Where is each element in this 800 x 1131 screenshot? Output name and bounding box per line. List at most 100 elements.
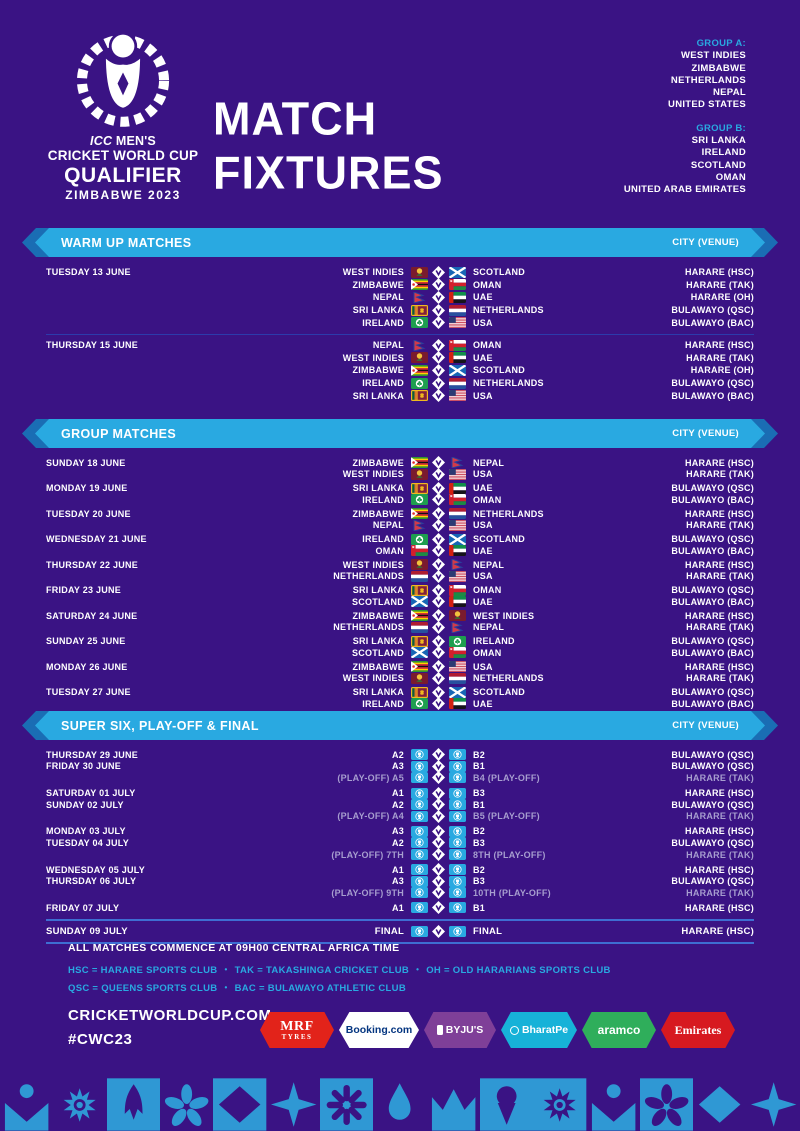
flag-usa — [449, 317, 466, 329]
flag-uae — [449, 545, 466, 557]
match-venue: HARARE (HSC) — [685, 864, 754, 875]
badge-trophy — [449, 760, 466, 772]
ribbon: SUPER SIX, PLAY-OFF & FINAL CITY (VENUE) — [35, 711, 765, 740]
match-row: FRIDAY 23 JUNE SRI LANKA OMAN BULAWAYO (QSC… — [46, 583, 754, 597]
flag-usa — [449, 661, 466, 673]
away-team: UAE — [473, 483, 493, 494]
legend-line: HSC = HARARE SPORTS CLUB • TAK = TAKASHING… — [68, 962, 611, 980]
match-venue: HARARE (HSC) — [685, 267, 754, 278]
match-venue: BULAWAYO (QSC) — [671, 761, 754, 772]
group-team: ZIMBABWE — [691, 62, 746, 74]
venue-legend: HSC = HARARE SPORTS CLUB • TAK = TAKASHING… — [68, 962, 611, 997]
vs-diamond-icon — [432, 824, 445, 838]
match-row: SUNDAY 09 JULY FINAL FINAL HARARE (HSC) — [46, 924, 754, 939]
flag-west-indies — [411, 468, 428, 480]
match-venue: BULAWAYO (QSC) — [671, 534, 754, 545]
home-team: ZIMBABWE — [352, 279, 404, 290]
match-row: SCOTLAND OMAN BULAWAYO (BAC) — [46, 646, 754, 660]
match-venue: BULAWAYO (QSC) — [671, 749, 754, 760]
match-row: WEST INDIES NETHERLANDS HARARE (TAK) — [46, 671, 754, 685]
badge-trophy — [411, 810, 428, 822]
home-team: IRELAND — [362, 317, 404, 328]
away-team: UAE — [473, 545, 493, 556]
group-team: UNITED STATES — [668, 99, 746, 111]
badge-trophy — [449, 902, 466, 914]
vs-diamond-icon — [432, 290, 445, 304]
section-super-six-play-off-final: SUPER SIX, PLAY-OFF & FINAL CITY (VENUE)… — [22, 711, 778, 944]
match-row: TUESDAY 27 JUNE SRI LANKA SCOTLAND BULAWAYO… — [46, 685, 754, 699]
vs-diamond-icon — [432, 609, 445, 623]
match-row: IRELAND OMAN BULAWAYO (BAC) — [46, 493, 754, 507]
match-row: IRELAND UAE BULAWAYO (BAC) — [46, 697, 754, 711]
match-venue: HARARE (HSC) — [685, 661, 754, 672]
page-title: MATCH FIXTURES — [213, 91, 444, 199]
vs-diamond-icon — [432, 660, 445, 674]
section-title: WARM UP MATCHES — [61, 235, 192, 250]
match-date: WEDNESDAY 21 JUNE — [46, 534, 147, 545]
home-team: ZIMBABWE — [352, 365, 404, 376]
match-venue: BULAWAYO (QSC) — [671, 799, 754, 810]
away-team: 8TH (PLAY-OFF) — [473, 849, 546, 860]
home-team: SCOTLAND — [352, 647, 404, 658]
match-venue: HARARE (TAK) — [686, 673, 754, 684]
match-date: MONDAY 26 JUNE — [46, 661, 128, 672]
flag-west-indies — [449, 610, 466, 622]
home-team: ZIMBABWE — [352, 610, 404, 621]
home-team: IRELAND — [362, 698, 404, 709]
flag-zimbabwe — [411, 457, 428, 469]
flag-zimbabwe — [411, 610, 428, 622]
home-team: SRI LANKA — [352, 390, 404, 401]
group-a: GROUP A: WEST INDIES ZIMBABWE NETHERLANDS NE… — [624, 38, 746, 112]
vs-diamond-icon — [432, 620, 445, 634]
flag-zimbabwe — [411, 508, 428, 520]
group-label: GROUP A: — [696, 38, 746, 49]
away-team: B1 — [473, 761, 486, 772]
match-venue: HARARE (OH) — [690, 365, 754, 376]
vs-diamond-icon — [432, 389, 445, 403]
away-team: OMAN — [473, 585, 502, 596]
match-venue: HARARE (HSC) — [681, 925, 754, 937]
flag-nepal — [411, 339, 428, 351]
match-date: FRIDAY 07 JULY — [46, 902, 120, 913]
match-date: SATURDAY 24 JUNE — [46, 610, 138, 621]
section-warm-up-matches: WARM UP MATCHES CITY (VENUE) TUESDAY 13 … — [22, 228, 778, 403]
home-team: NETHERLANDS — [333, 571, 404, 582]
match-venue: HARARE (TAK) — [686, 622, 754, 633]
vs-diamond-icon — [432, 697, 445, 711]
band-tile-crown-icon — [427, 1078, 480, 1131]
away-team: B1 — [473, 799, 486, 810]
home-team: IRELAND — [362, 378, 404, 389]
vs-diamond-icon — [432, 303, 445, 317]
legend-line: QSC = QUEENS SPORTS CLUB • BAC = BULAWAYO … — [68, 980, 611, 998]
badge-trophy — [449, 825, 466, 837]
legend-entry: OH = OLD HARARIANS SPORTS CLUB — [426, 965, 611, 976]
flag-nepal — [449, 621, 466, 633]
vs-diamond-icon — [432, 544, 445, 558]
match-row: MONDAY 26 JUNE ZIMBABWE USA HARARE (HSC) — [46, 660, 754, 674]
match-date: SUNDAY 18 JUNE — [46, 457, 126, 468]
flag-zimbabwe — [411, 364, 428, 376]
group-team: OMAN — [715, 171, 746, 183]
flag-west-indies — [411, 672, 428, 684]
flag-oman — [449, 279, 466, 291]
band-tile-diamond-icon — [213, 1078, 267, 1131]
away-team: OMAN — [473, 340, 502, 351]
vs-diamond-icon — [432, 863, 445, 877]
vs-diamond-icon — [432, 786, 445, 800]
away-team: USA — [473, 317, 493, 328]
badge-trophy — [411, 837, 428, 849]
match-venue: BULAWAYO (QSC) — [671, 585, 754, 596]
flag-scotland — [449, 686, 466, 698]
flag-sri-lanka — [411, 304, 428, 316]
match-venue: BULAWAYO (QSC) — [671, 837, 754, 848]
match-venue: BULAWAYO (QSC) — [671, 483, 754, 494]
home-team: NEPAL — [372, 340, 404, 351]
home-team: ZIMBABWE — [352, 457, 404, 468]
band-tile-sun-icon — [533, 1078, 587, 1131]
home-team: ZIMBABWE — [352, 661, 404, 672]
match-venue: HARARE (TAK) — [686, 352, 754, 363]
badge-trophy — [411, 772, 428, 784]
away-team: B1 — [473, 902, 486, 913]
band-tile-pin-icon — [479, 1078, 534, 1131]
tournament-logo: ICC MEN'S CRICKET WORLD CUP QUALIFIER ZI… — [36, 26, 210, 202]
